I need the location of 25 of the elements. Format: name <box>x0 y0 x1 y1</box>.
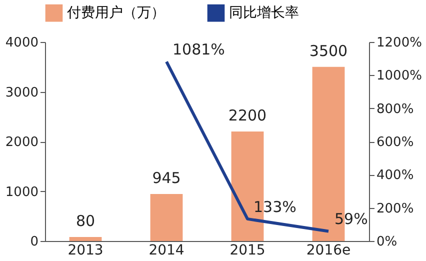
y2-tick-label: 200% <box>376 201 414 216</box>
y2-tick-label: 1200% <box>376 36 422 50</box>
y2-tick-label: 800% <box>376 102 414 117</box>
data-label: 1081% <box>172 40 225 59</box>
x-tick-label: 2014 <box>148 242 184 258</box>
bar <box>69 237 102 241</box>
data-label: 945 <box>152 168 181 187</box>
x-tick-label: 2015 <box>230 242 266 258</box>
y-tick-label: 0 <box>30 234 38 250</box>
x-tick-label: 2013 <box>68 242 104 258</box>
y-tick-label: 3000 <box>5 85 38 100</box>
y-tick-label: 4000 <box>5 36 38 50</box>
legend-label: 付费用户（万） <box>66 5 165 22</box>
data-label: 80 <box>76 212 96 230</box>
data-label: 2200 <box>228 106 267 125</box>
y2-tick-label: 400% <box>376 168 414 184</box>
x-tick-label: 2016e <box>306 242 351 258</box>
y2-tick-label: 600% <box>376 135 414 150</box>
y2-tick-label: 0% <box>376 234 398 250</box>
y-tick-label: 2000 <box>5 135 38 150</box>
data-label: 3500 <box>309 42 348 60</box>
y2-tick-label: 1000% <box>376 68 422 84</box>
legend-label: 同比增长率 <box>229 5 299 22</box>
bar <box>150 194 183 241</box>
y-tick-label: 1000 <box>5 184 38 200</box>
